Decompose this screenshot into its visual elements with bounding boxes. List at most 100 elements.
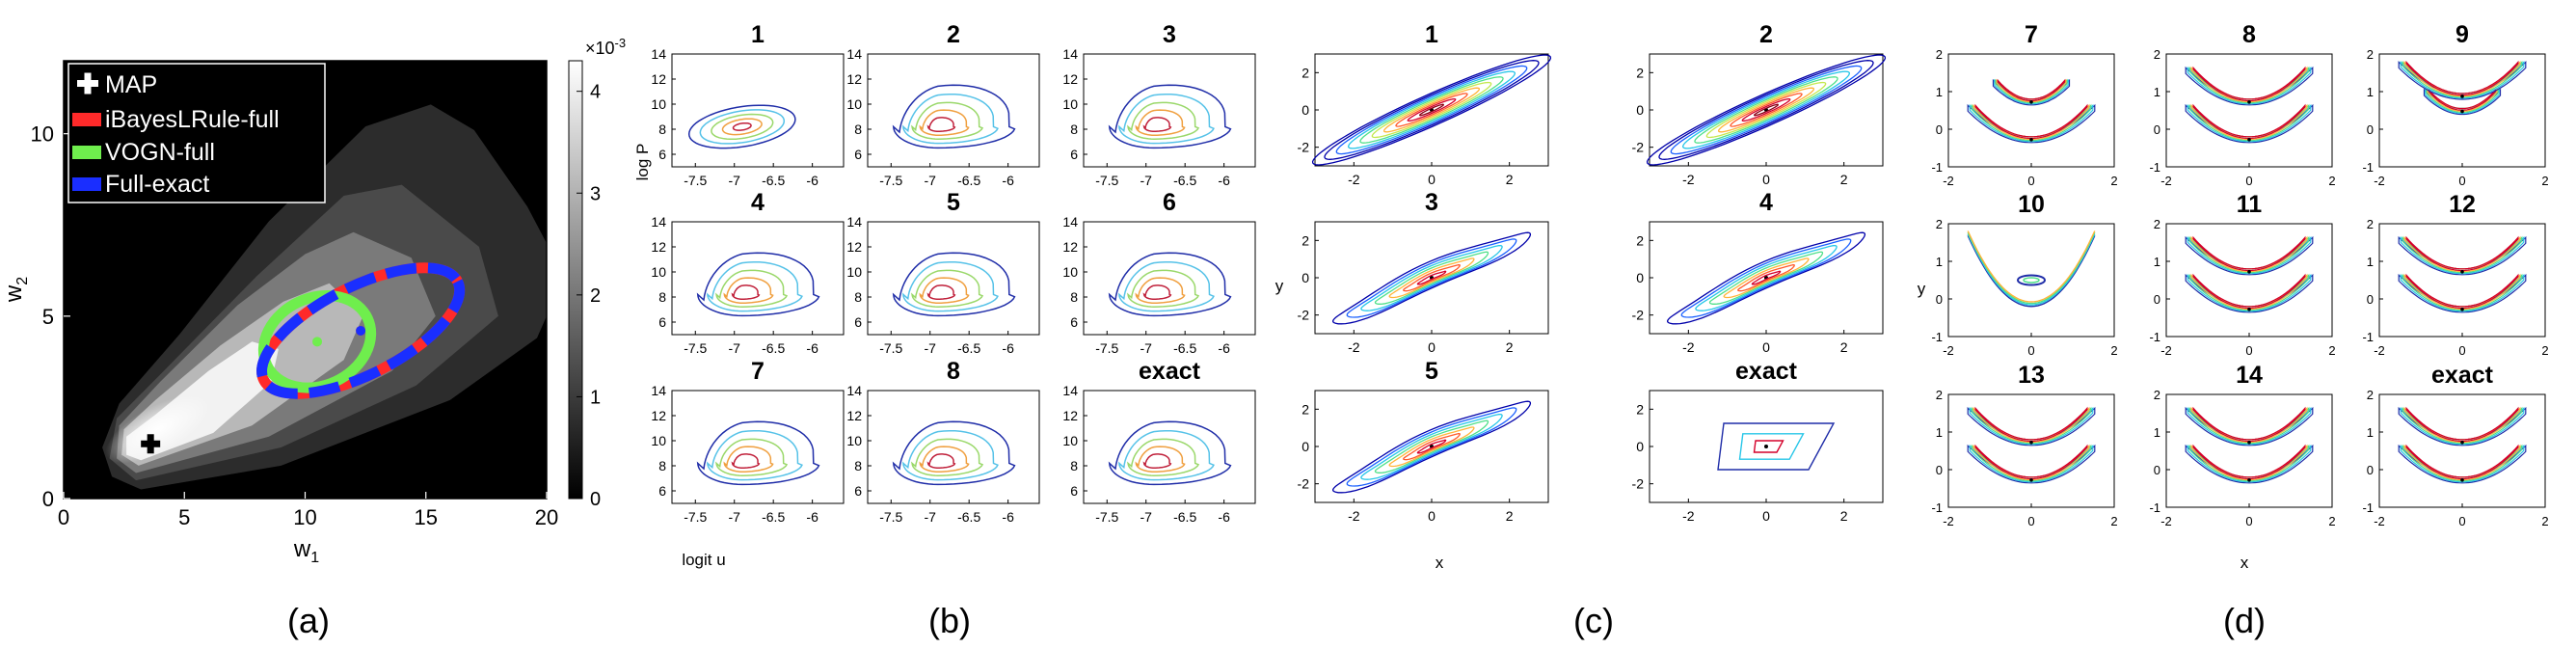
panel-a-xlabel: w1 bbox=[293, 536, 319, 566]
subplot-title: exact bbox=[2431, 362, 2494, 389]
contour-level-4 bbox=[723, 277, 774, 304]
contour-band-1-5 bbox=[2192, 235, 2306, 272]
y-tick-label: 12 bbox=[1062, 71, 1078, 87]
colorbar-tick-label: 3 bbox=[590, 183, 601, 204]
x-tick-label: -2 bbox=[1682, 339, 1695, 355]
contour-level-10 bbox=[1419, 103, 1444, 117]
y-tick-label: 6 bbox=[658, 147, 666, 162]
mode-point bbox=[2247, 478, 2251, 482]
contour-level-4 bbox=[1374, 251, 1489, 305]
contour-level-2 bbox=[1117, 429, 1215, 481]
contour-level-3 bbox=[715, 438, 789, 476]
x-tick-label: -7.5 bbox=[879, 509, 902, 525]
mode-point bbox=[2460, 109, 2464, 114]
subplot-frame bbox=[1947, 223, 2115, 338]
x-tick-label: -6.5 bbox=[957, 340, 980, 356]
contour-level-1 bbox=[687, 104, 796, 149]
contour-level-3 bbox=[1753, 440, 1784, 453]
contour-level-4 bbox=[723, 446, 774, 473]
x-tick-label: -7.5 bbox=[1095, 509, 1118, 525]
y-tick-label: 6 bbox=[854, 314, 862, 330]
y-tick-label: 2 bbox=[1636, 401, 1644, 417]
x-tick-label: 0 bbox=[1428, 508, 1436, 524]
contour-level-5 bbox=[731, 284, 761, 300]
panel-b-ylabel: log P bbox=[633, 144, 652, 181]
contour-level-4 bbox=[1135, 277, 1186, 304]
contour-level-4 bbox=[1374, 419, 1489, 473]
legend-swatch-vogn bbox=[72, 146, 101, 159]
contour-level-5 bbox=[1142, 453, 1172, 469]
y-tick-label: 2 bbox=[1636, 65, 1644, 80]
panel-d-subplot-9: 9 -2 0 2 -1 0 1 2 bbox=[2362, 21, 2548, 188]
x-tick-label: 2 bbox=[1506, 508, 1514, 524]
y-tick-label: 8 bbox=[1070, 122, 1078, 137]
contour-level-6 bbox=[1403, 263, 1461, 292]
contour-level-2 bbox=[1346, 407, 1517, 487]
contour-level-7 bbox=[1718, 87, 1814, 133]
panel-b-subplot-5: 5 -7.5 -7 -6.5 -6 6 8 10 12 14 bbox=[846, 189, 1040, 356]
contour-u-2 bbox=[1967, 233, 2096, 306]
y-tick-label: 10 bbox=[846, 264, 862, 280]
y-tick-label: 0 bbox=[2154, 463, 2160, 477]
mode-point bbox=[1764, 445, 1768, 448]
subplot-title: 2 bbox=[947, 21, 960, 48]
mode-point bbox=[2460, 308, 2464, 311]
contour-level-5 bbox=[1694, 76, 1838, 144]
x-tick-label: -2 bbox=[1943, 174, 1954, 188]
y-tick-label: 8 bbox=[658, 458, 666, 473]
x-tick-label: 2 bbox=[2328, 343, 2335, 358]
contour-band-1-5 bbox=[2192, 406, 2306, 443]
x-tick-label: 2 bbox=[1840, 339, 1848, 355]
y-tick-label: 0 bbox=[1636, 439, 1644, 454]
subplot-title: 8 bbox=[947, 358, 960, 385]
y-tick-label: 6 bbox=[1070, 483, 1078, 499]
legend-map-marker bbox=[77, 72, 98, 95]
legend-label-ibayeslrule: iBayesLRule-full bbox=[105, 106, 280, 133]
mode-point bbox=[2029, 441, 2033, 445]
panel-a-axes: 0 5 10 15 20 0 5 10 bbox=[31, 122, 559, 529]
subplot-title: 7 bbox=[2025, 21, 2038, 48]
contour-level-3 bbox=[1335, 65, 1528, 155]
x-tick-label: -6 bbox=[1002, 340, 1014, 356]
legend-label-map: MAP bbox=[105, 71, 157, 98]
subplot-title: exact bbox=[1735, 358, 1798, 385]
y-tick-label: 12 bbox=[651, 408, 666, 423]
contour-level-2 bbox=[901, 260, 999, 312]
colorbar-gradient bbox=[568, 60, 583, 500]
contour-level-5 bbox=[926, 117, 956, 132]
y-tick-label: 0 bbox=[1301, 102, 1309, 118]
y-tick-label: -2 bbox=[1298, 476, 1310, 492]
x-tick-label: -6.5 bbox=[762, 173, 785, 188]
y-tick-label: 12 bbox=[1062, 408, 1078, 423]
mode-point bbox=[2460, 478, 2464, 482]
y-tick-label: 12 bbox=[846, 408, 862, 423]
x-tick-label: -6.5 bbox=[1173, 173, 1196, 188]
x-tick-label: 2 bbox=[2110, 514, 2117, 528]
contour-level-1 bbox=[892, 84, 1016, 149]
y-tick-label: 2 bbox=[2154, 47, 2160, 62]
y-tick-label: 12 bbox=[651, 239, 666, 255]
panel-c-subplot-2: 2 -2 0 2 -2 0 2 bbox=[1632, 21, 1887, 187]
y-tick-label: 0 bbox=[1636, 270, 1644, 285]
x-tick-label: -7.5 bbox=[684, 340, 707, 356]
contour-level-1 bbox=[1108, 84, 1232, 149]
y-tick-label: -1 bbox=[1931, 160, 1943, 175]
panel-b-subplot-8: 8 -7.5 -7 -6.5 -6 6 8 10 12 14 bbox=[846, 358, 1040, 525]
subplot-title: 4 bbox=[1759, 189, 1773, 216]
contour-level-4 bbox=[1708, 251, 1824, 305]
y-tick-label: 12 bbox=[846, 71, 862, 87]
x-tick-label: -2 bbox=[2374, 174, 2385, 188]
x-tick-label: -7 bbox=[729, 173, 741, 188]
density-peak bbox=[105, 394, 210, 464]
contour-level-1 bbox=[1667, 231, 1866, 325]
x-tick-label: -2 bbox=[1348, 508, 1360, 524]
contour-level-2 bbox=[901, 429, 999, 481]
contour-level-9 bbox=[1407, 97, 1457, 122]
contour-level-5 bbox=[1388, 426, 1475, 468]
x-tick-label: -2 bbox=[1682, 508, 1695, 524]
contour-level-5 bbox=[1359, 76, 1504, 144]
contour-level-5 bbox=[1142, 284, 1172, 300]
x-tick-label: 0 bbox=[2027, 174, 2034, 188]
x-tick-label: -7 bbox=[925, 173, 937, 188]
panel-c-subplot-4: 4 -2 0 2 -2 0 2 bbox=[1632, 189, 1884, 355]
